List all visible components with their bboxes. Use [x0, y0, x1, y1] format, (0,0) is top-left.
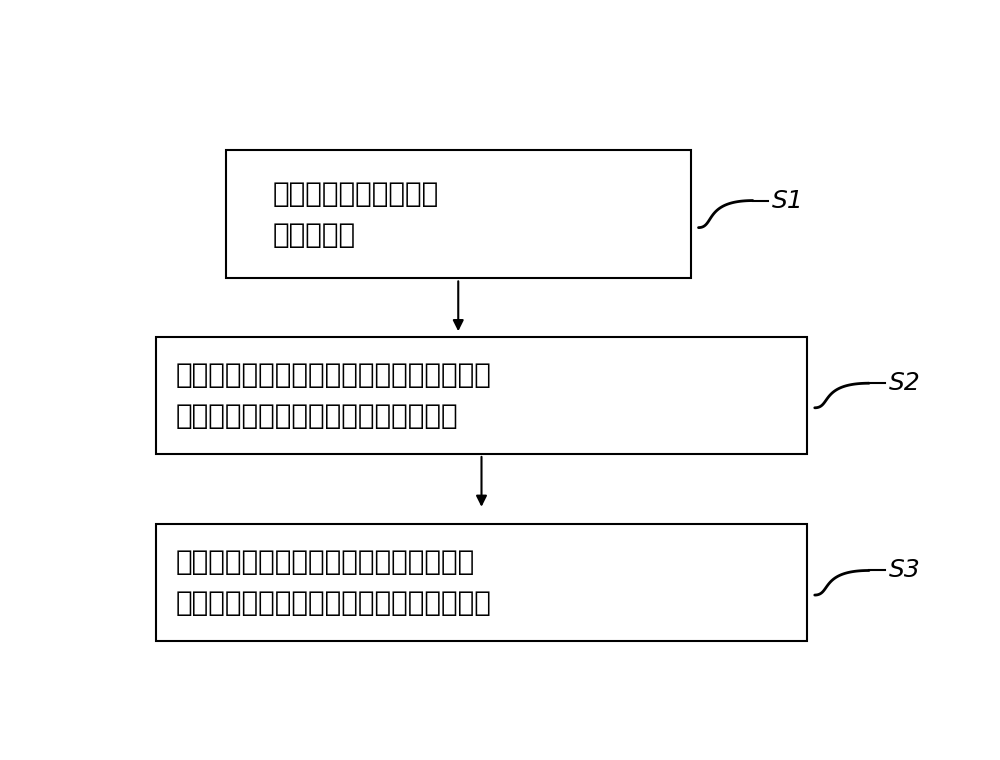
Text: 形成锔齿面，并对锔齿面完成粗化加工: 形成锔齿面，并对锔齿面完成粗化加工	[175, 402, 458, 430]
Text: 模具加工，根据图纸要: 模具加工，根据图纸要	[272, 179, 438, 207]
Text: S2: S2	[888, 371, 920, 395]
Text: 注塑成型，将模具安装在注塑机上进行注: 注塑成型，将模具安装在注塑机上进行注	[175, 548, 475, 576]
Text: S1: S1	[772, 188, 804, 213]
Text: 塑，然后冷却成型得到锔齿面粗化的导光板: 塑，然后冷却成型得到锔齿面粗化的导光板	[175, 589, 491, 617]
FancyBboxPatch shape	[226, 150, 691, 278]
Text: S3: S3	[888, 559, 920, 582]
Text: 锔齿面加工，采用慢走丝方式在模具上加工: 锔齿面加工，采用慢走丝方式在模具上加工	[175, 361, 491, 389]
Text: 求加工模具: 求加工模具	[272, 220, 355, 249]
FancyBboxPatch shape	[156, 337, 807, 454]
FancyBboxPatch shape	[156, 524, 807, 641]
